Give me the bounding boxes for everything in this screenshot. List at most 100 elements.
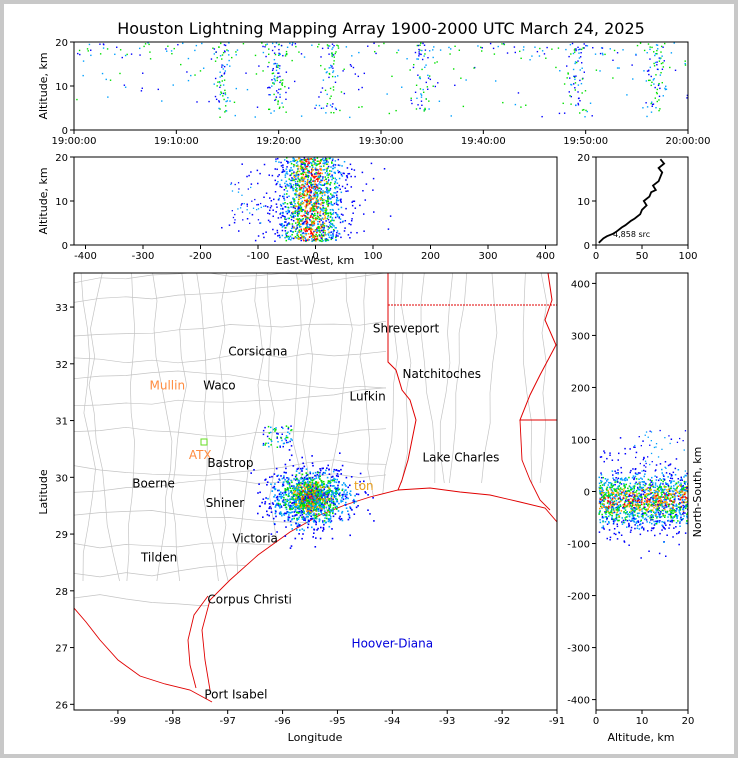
time-source-point <box>282 106 284 108</box>
ew-source-point <box>312 198 314 200</box>
time-source-point <box>273 77 275 80</box>
time-source-point <box>213 83 215 85</box>
ew-source-point <box>285 239 288 242</box>
map-source-point <box>311 495 314 498</box>
map-source-point <box>307 510 309 513</box>
ew-source-point <box>254 239 257 242</box>
ew-source-point <box>326 200 328 202</box>
ns-source-point <box>620 505 622 507</box>
map-source-point <box>330 509 333 511</box>
map-source-point <box>337 475 339 478</box>
ew-source-point <box>335 194 338 197</box>
ew-source-point <box>234 219 236 221</box>
ew-source-point <box>306 224 308 227</box>
map-source-point <box>298 524 300 527</box>
ew-source-point <box>283 189 286 191</box>
time-source-point <box>579 48 581 51</box>
ns-source-point <box>674 483 677 486</box>
ew-source-point <box>327 218 330 221</box>
map-source-point <box>330 493 333 496</box>
map-source-point <box>298 516 300 519</box>
time-source-point <box>286 46 289 48</box>
map-source-point <box>312 506 315 508</box>
ew-source-point <box>313 212 316 215</box>
map-source-point <box>291 439 293 441</box>
ew-source-point <box>289 182 291 185</box>
county-line <box>74 320 387 337</box>
map-y-tick-label: 27 <box>55 644 68 655</box>
map-source-point <box>325 500 327 503</box>
ns-source-point <box>644 500 646 502</box>
ew-source-point <box>233 221 236 224</box>
time-source-point <box>438 100 441 102</box>
map-source-point <box>304 492 306 494</box>
map-source-point <box>321 493 323 495</box>
time-source-point <box>281 102 283 104</box>
time-source-point <box>480 46 482 49</box>
ew-source-point <box>316 212 319 215</box>
ew-source-point <box>326 192 329 194</box>
ew-source-point <box>359 204 361 207</box>
ew-source-point <box>331 162 333 164</box>
ew-source-point <box>307 211 309 214</box>
map-source-point <box>319 498 322 500</box>
ew-source-point <box>306 213 309 216</box>
ew-source-point <box>294 174 297 176</box>
ew-source-point <box>321 172 323 175</box>
ew-source-point <box>316 198 318 200</box>
map-source-point <box>294 510 297 513</box>
map-source-point <box>314 471 317 474</box>
ew-source-point <box>330 213 332 216</box>
map-source-point <box>310 483 313 486</box>
ew-source-point <box>295 186 297 188</box>
figure-title: Houston Lightning Mapping Array 1900-200… <box>117 19 645 38</box>
time-source-point <box>659 108 661 110</box>
ew-source-point <box>293 201 295 203</box>
map-source-point <box>348 516 351 519</box>
ew-source-point <box>283 193 286 196</box>
map-source-point <box>264 501 267 503</box>
map-source-point <box>267 497 269 500</box>
time-source-point <box>275 42 278 44</box>
time-source-point <box>326 105 328 107</box>
ns-source-point <box>613 528 616 530</box>
ns-source-point <box>602 489 604 492</box>
ns-source-point <box>649 493 651 495</box>
map-source-point <box>322 526 325 529</box>
map-source-point <box>315 503 317 506</box>
ew-source-point <box>310 198 312 200</box>
time-source-point <box>647 70 650 72</box>
ew-source-point <box>312 221 315 224</box>
map-source-point <box>276 437 278 439</box>
ew-source-point <box>286 173 289 175</box>
ew-source-point <box>311 238 313 240</box>
map-source-point <box>340 473 342 475</box>
time-source-point <box>282 79 284 81</box>
map-source-point <box>341 464 344 467</box>
ew-source-point <box>288 185 290 187</box>
ew-source-point <box>350 223 352 226</box>
map-source-point <box>301 497 303 500</box>
time-source-point <box>545 57 547 59</box>
ew-source-point <box>332 231 335 233</box>
time-source-point <box>421 49 423 52</box>
ew-source-point <box>268 213 271 215</box>
ew-source-point <box>291 177 293 179</box>
ns-source-point <box>641 508 644 510</box>
ew-source-point <box>314 167 317 169</box>
time-source-point <box>286 53 288 56</box>
ew-source-point <box>305 207 307 209</box>
map-source-point <box>315 489 317 492</box>
map-source-point <box>298 496 301 498</box>
map-source-point <box>323 498 325 500</box>
map-source-point <box>285 508 288 511</box>
ew-source-point <box>286 160 288 162</box>
map-source-point <box>298 510 301 513</box>
time-source-point <box>570 83 572 86</box>
ew-source-point <box>310 162 313 165</box>
ew-source-point <box>339 221 342 224</box>
time-source-point <box>337 47 340 49</box>
map-source-point <box>317 491 319 493</box>
ew-source-point <box>300 215 302 217</box>
ns-source-point <box>607 496 610 498</box>
